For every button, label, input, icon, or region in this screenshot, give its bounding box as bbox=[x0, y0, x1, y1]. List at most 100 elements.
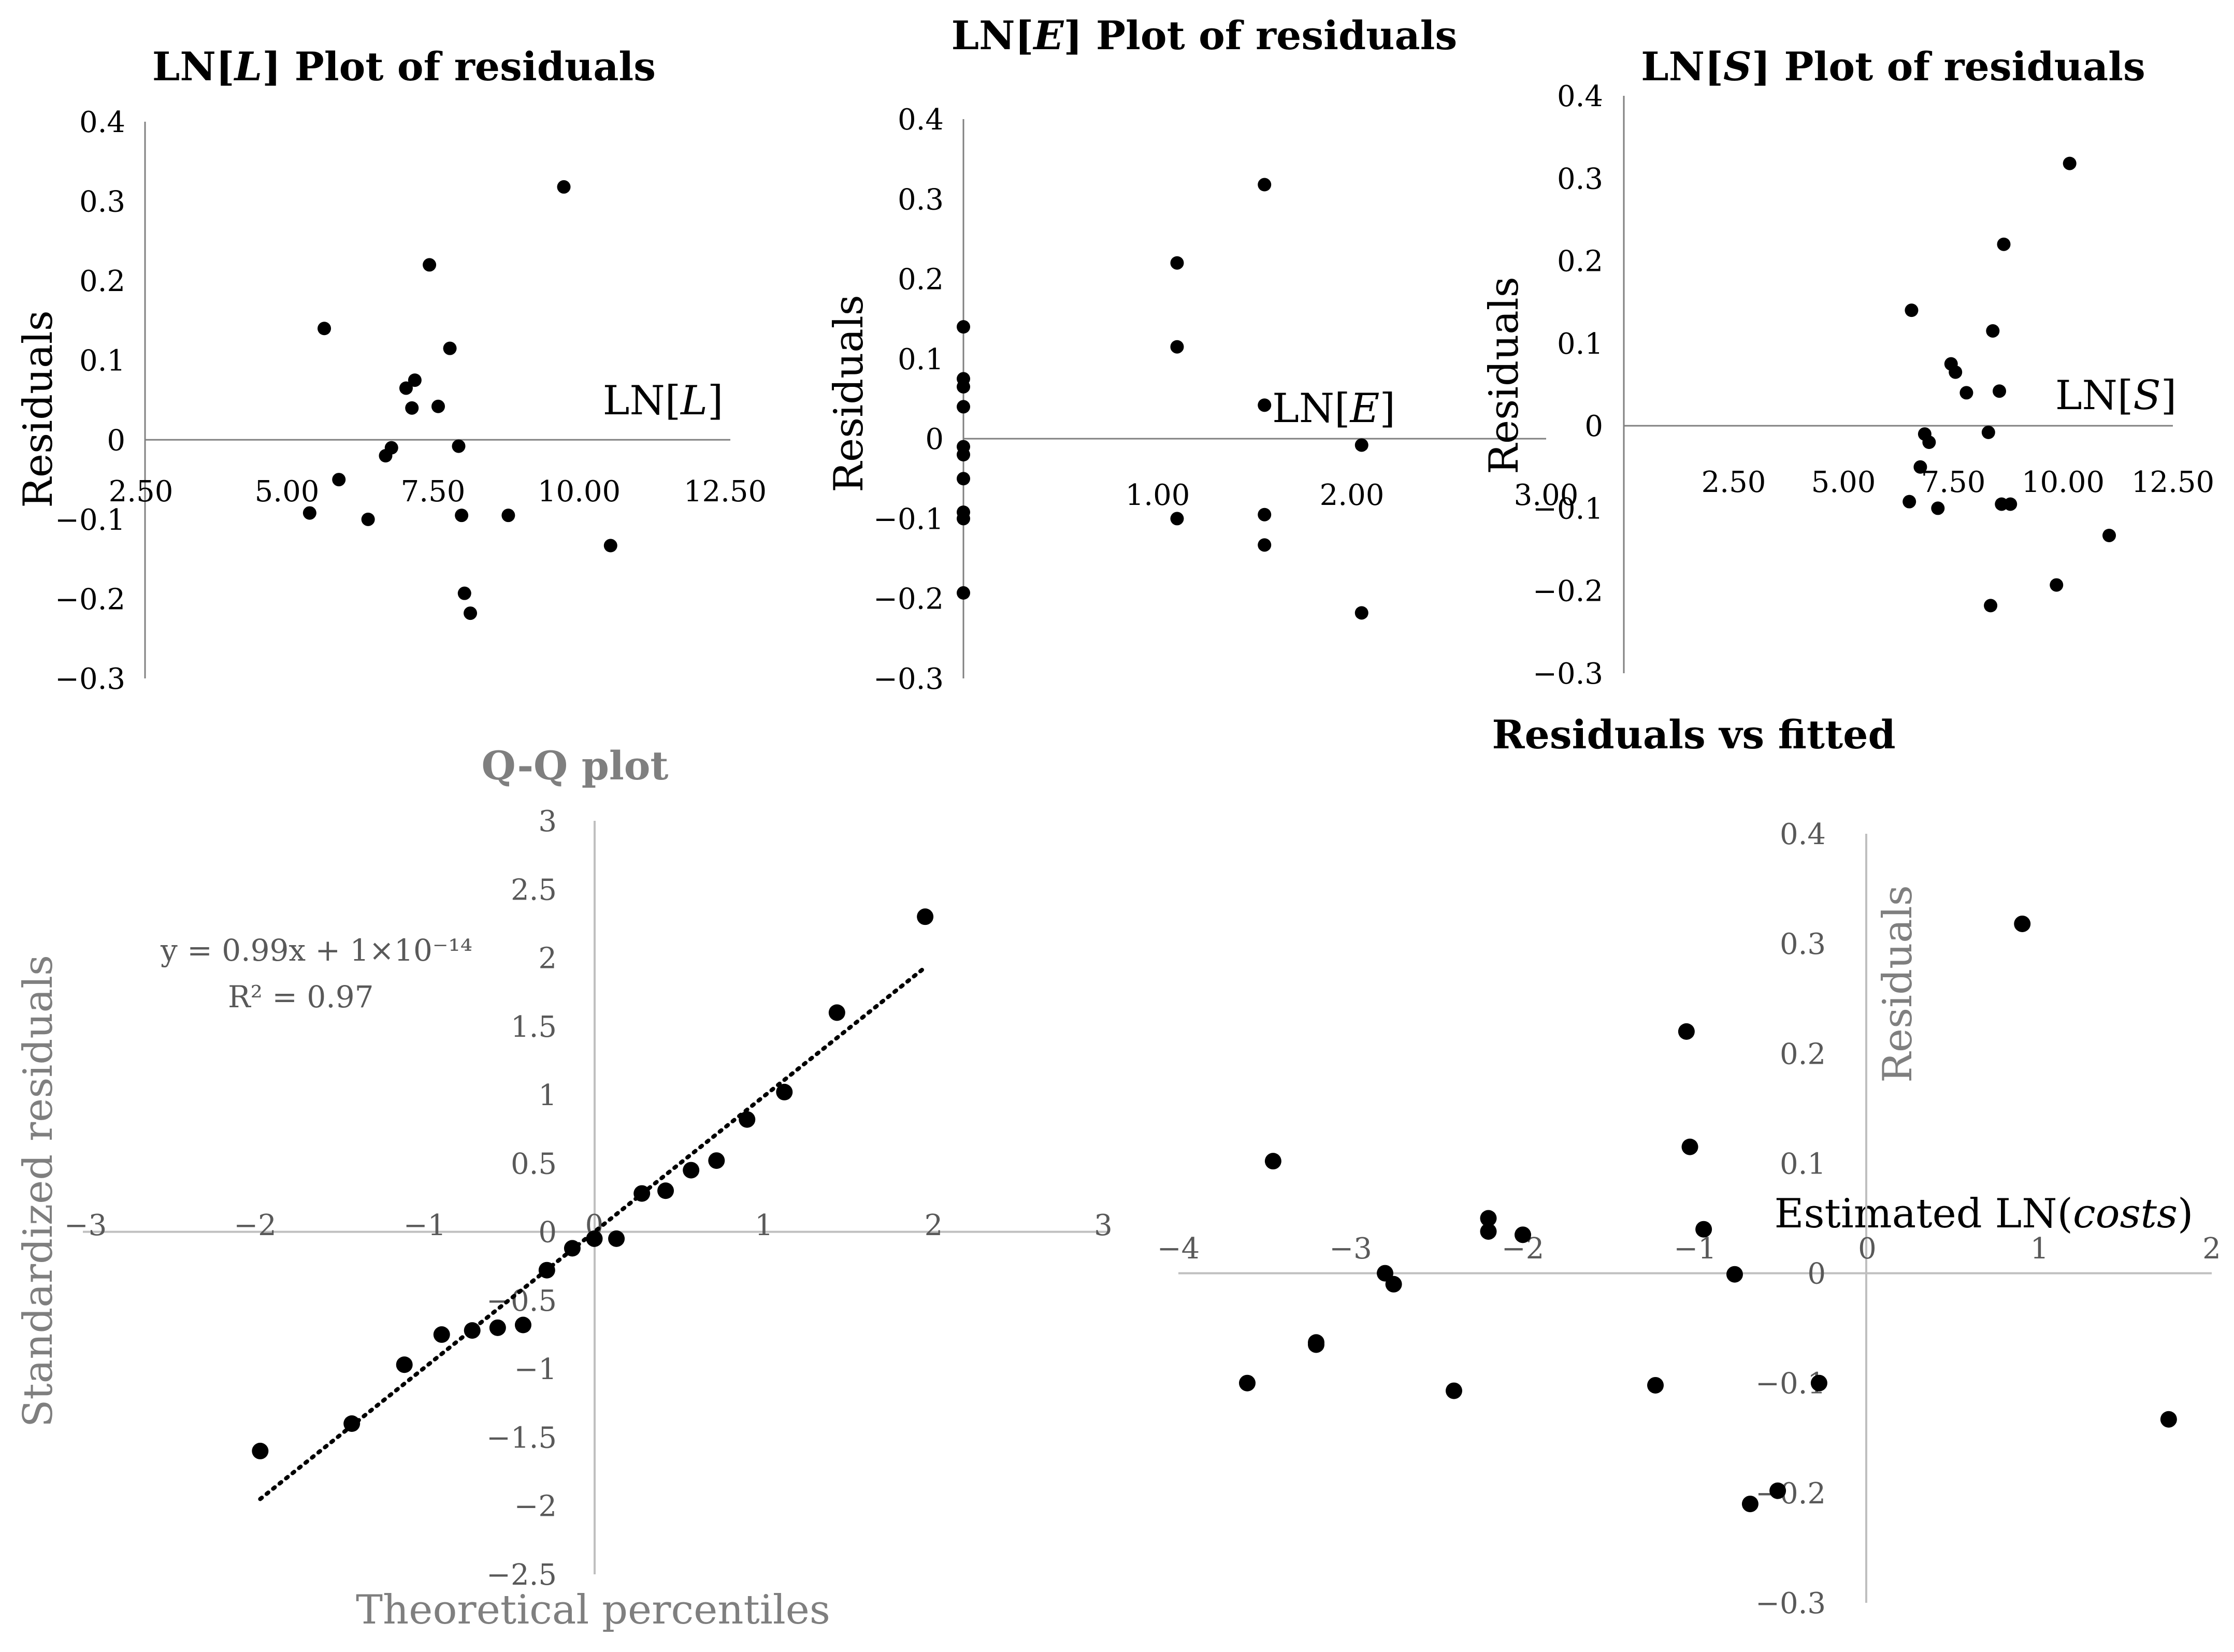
lnL-y-tick-label: 0.4 bbox=[79, 106, 125, 139]
fitted-data-point bbox=[1239, 1374, 1256, 1392]
lnE-tick-labels: 0.4 0.3 0.2 0.1 0 −0.1 −0.2 −0.3 1.00 2.00 3.00 bbox=[873, 103, 1578, 696]
lnL-data-point bbox=[431, 399, 445, 413]
qq-data-point bbox=[464, 1322, 481, 1339]
qq-data-point bbox=[252, 1442, 269, 1459]
lnL-data-point bbox=[464, 606, 478, 620]
fitted-x-tick-label: −4 bbox=[1157, 1232, 1200, 1266]
lnS-data-point bbox=[2050, 578, 2064, 592]
lnE-data-point bbox=[1170, 512, 1184, 526]
fitted-data-point bbox=[1480, 1223, 1497, 1240]
fitted-y-tick-label: 0 bbox=[1807, 1257, 1826, 1291]
qq-y-tick-label: 3 bbox=[538, 805, 557, 838]
fitted-y-tick-label: 0.3 bbox=[1780, 928, 1826, 961]
lnE-data-point bbox=[957, 380, 970, 394]
fitted-data-point bbox=[1681, 1138, 1698, 1155]
lnL-y-tick-label: −0.3 bbox=[55, 662, 125, 696]
lnS-y-tick-label: 0.3 bbox=[1557, 162, 1603, 196]
lnS-x-tick-label: 12.50 bbox=[2131, 466, 2214, 499]
qq-y-tick-label: −2 bbox=[514, 1490, 557, 1524]
qq-x-tick-label: 1 bbox=[755, 1209, 773, 1242]
qq-data-point bbox=[917, 908, 934, 925]
lnL-data-point bbox=[318, 322, 332, 336]
lnL-y-tick-label: 0.3 bbox=[79, 185, 125, 219]
qq-data-point bbox=[708, 1152, 725, 1169]
lnL-x-axis-label: LN[L] bbox=[603, 378, 724, 424]
lnS-x-axis-label: LN[S] bbox=[2055, 372, 2177, 419]
lnE-data-point bbox=[1258, 538, 1272, 552]
lnL-residual-plot: LN[L] Plot of residuals Residuals LN[L] … bbox=[15, 44, 767, 696]
fitted-data-point bbox=[1741, 1496, 1759, 1513]
qq-y-axis-label: Standardized residuals bbox=[15, 955, 62, 1427]
qq-data-point bbox=[564, 1240, 581, 1257]
qq-plot: Q-Q plot Standardized residuals Theoreti… bbox=[15, 743, 1113, 1633]
lnS-y-axis-label: Residuals bbox=[1481, 277, 1527, 474]
lnS-data-point bbox=[1905, 303, 1919, 317]
fitted-title: Residuals vs fitted bbox=[1492, 712, 1895, 758]
lnS-data-point bbox=[1902, 495, 1916, 509]
lnS-y-tick-label: −0.3 bbox=[1533, 657, 1603, 691]
qq-y-tick-label: 1 bbox=[538, 1079, 557, 1112]
lnS-y-tick-label: 0 bbox=[1584, 410, 1603, 443]
lnS-y-tick-label: 0.1 bbox=[1557, 327, 1603, 361]
fitted-data-point bbox=[1647, 1376, 1664, 1394]
lnL-x-tick-label: 12.50 bbox=[684, 475, 767, 509]
qq-trend-equation: y = 0.99x + 1×10⁻¹⁴ bbox=[160, 933, 472, 968]
lnL-points bbox=[302, 180, 617, 620]
lnE-residual-plot: LN[E] Plot of residuals Residuals LN[E] … bbox=[826, 12, 1578, 696]
lnE-data-point bbox=[1354, 438, 1368, 452]
lnL-data-point bbox=[399, 381, 413, 395]
fitted-tick-labels: 0.40.30.20.10−0.1−0.2−0.3−4 −3 −2 −1 0 1 2 bbox=[1157, 818, 2221, 1620]
fitted-data-point bbox=[1264, 1153, 1281, 1170]
qq-data-point bbox=[739, 1111, 756, 1128]
lnL-y-tick-label: 0.1 bbox=[79, 344, 125, 378]
fitted-data-point bbox=[1446, 1382, 1462, 1399]
qq-x-tick-label: −1 bbox=[403, 1209, 446, 1242]
fitted-y-tick-label: 0.2 bbox=[1780, 1037, 1826, 1071]
lnL-x-tick-label: 2.50 bbox=[109, 475, 174, 509]
fitted-x-axis-label: Estimated LN(costs) bbox=[1775, 1191, 2194, 1237]
lnE-data-point bbox=[957, 586, 970, 600]
lnS-residual-plot: LN[S] Plot of residuals Residuals LN[S] … bbox=[1481, 44, 2214, 691]
lnS-x-tick-label: 2.50 bbox=[1702, 466, 1766, 499]
lnE-y-tick-label: −0.2 bbox=[873, 583, 944, 616]
fitted-y-axis-label: Residuals bbox=[1875, 885, 1921, 1083]
fitted-data-point bbox=[1515, 1226, 1531, 1243]
qq-tick-labels: 32.521.510.50−0.5−1−1.5−2−2.5−3 −2 −1 0 1 2 3 bbox=[64, 805, 1113, 1592]
fitted-x-tick-label: −3 bbox=[1329, 1232, 1372, 1266]
qq-data-point bbox=[633, 1185, 651, 1202]
qq-x-tick-label: 3 bbox=[1094, 1209, 1113, 1242]
fitted-data-point bbox=[1308, 1336, 1324, 1353]
fitted-y-tick-label: −0.2 bbox=[1755, 1477, 1826, 1511]
fitted-y-tick-label: 0.1 bbox=[1780, 1147, 1826, 1181]
fitted-data-point bbox=[1726, 1266, 1743, 1283]
lnL-data-point bbox=[455, 509, 469, 523]
lnL-tick-labels: 0.4 0.3 0.2 0.1 0 −0.1 −0.2 −0.3 2.50 5.00 7.50 10.… bbox=[55, 106, 767, 696]
lnS-x-tick-label: 10.00 bbox=[2022, 466, 2105, 499]
lnE-x-tick-label: 3.00 bbox=[1514, 479, 1579, 512]
lnE-data-point bbox=[957, 400, 970, 414]
fitted-data-point bbox=[2014, 915, 2031, 932]
fitted-x-tick-label: 2 bbox=[2202, 1232, 2221, 1266]
lnL-data-point bbox=[501, 509, 515, 523]
lnL-data-point bbox=[384, 441, 398, 455]
lnE-data-point bbox=[957, 512, 970, 526]
qq-data-point bbox=[776, 1083, 793, 1100]
lnE-x-axis-label: LN[E] bbox=[1272, 385, 1395, 432]
lnE-data-point bbox=[1258, 178, 1272, 192]
lnL-data-point bbox=[408, 373, 422, 387]
fitted-data-point bbox=[1769, 1482, 1786, 1499]
lnE-data-point bbox=[1258, 508, 1272, 521]
fitted-data-point bbox=[1810, 1374, 1827, 1392]
qq-data-point bbox=[489, 1319, 506, 1336]
lnE-y-tick-label: 0.1 bbox=[898, 343, 944, 376]
lnE-data-point bbox=[1170, 340, 1184, 354]
lnE-data-point bbox=[1170, 256, 1184, 270]
lnL-data-point bbox=[603, 539, 617, 553]
lnE-x-tick-label: 1.00 bbox=[1126, 479, 1190, 512]
qq-data-point bbox=[608, 1230, 625, 1247]
lnL-data-point bbox=[452, 439, 466, 453]
lnE-data-point bbox=[957, 472, 970, 486]
lnL-title: LN[L] Plot of residuals bbox=[152, 44, 656, 90]
lnS-x-tick-label: 7.50 bbox=[1921, 466, 1986, 499]
lnS-y-tick-label: −0.1 bbox=[1533, 492, 1603, 526]
